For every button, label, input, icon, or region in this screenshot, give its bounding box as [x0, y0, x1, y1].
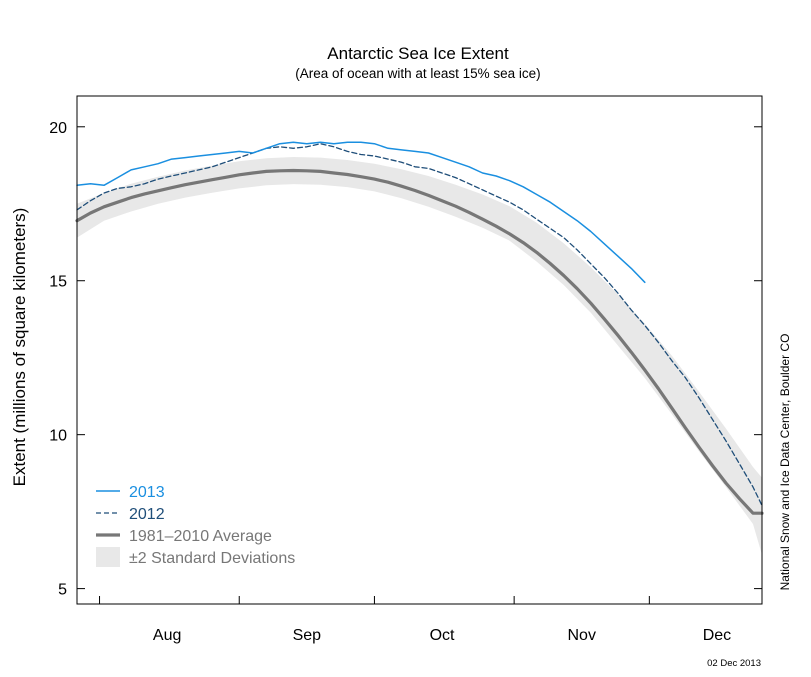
x-tick-label: Aug [153, 627, 181, 644]
legend-label: 1981–2010 Average [129, 528, 272, 545]
legend-swatch-band [96, 547, 120, 567]
y-axis-label: Extent (millions of square kilometers) [10, 208, 29, 487]
legend-item: 1981–2010 Average [96, 528, 272, 545]
date-stamp: 02 Dec 2013 [707, 658, 761, 669]
y-tick-label: 5 [58, 582, 67, 599]
x-tick-label: Nov [568, 627, 596, 644]
x-tick-label: Dec [703, 627, 731, 644]
std-deviation-band [77, 157, 762, 555]
series-line-2012 [76, 143, 763, 507]
series-line-1981-2010-average [75, 168, 764, 515]
y-tick-label: 15 [49, 274, 67, 291]
legend-label: 2013 [129, 484, 165, 501]
plot-area: 5 10 15 20 Aug Sep Oct Nov Dec [49, 95, 764, 644]
legend-label: 2012 [129, 506, 165, 523]
series-line-2013 [76, 141, 646, 284]
chart-title: Antarctic Sea Ice Extent [327, 44, 509, 63]
legend: 2013 2012 1981–2010 Average ±2 Standard Dev… [96, 484, 295, 567]
y-tick-label: 20 [49, 120, 67, 137]
chart-subtitle: (Area of ocean with at least 15% sea ice… [295, 66, 540, 81]
legend-label: ±2 Standard Deviations [129, 550, 295, 567]
x-tick-label: Oct [430, 627, 455, 644]
legend-item: 2012 [96, 506, 165, 523]
plot-frame [76, 95, 763, 605]
legend-item: ±2 Standard Deviations [96, 547, 295, 567]
legend-item: 2013 [96, 484, 165, 501]
x-tick-label: Sep [293, 627, 322, 644]
y-tick-label: 10 [49, 428, 67, 445]
side-credit: National Snow and Ice Data Center, Bould… [778, 334, 792, 591]
